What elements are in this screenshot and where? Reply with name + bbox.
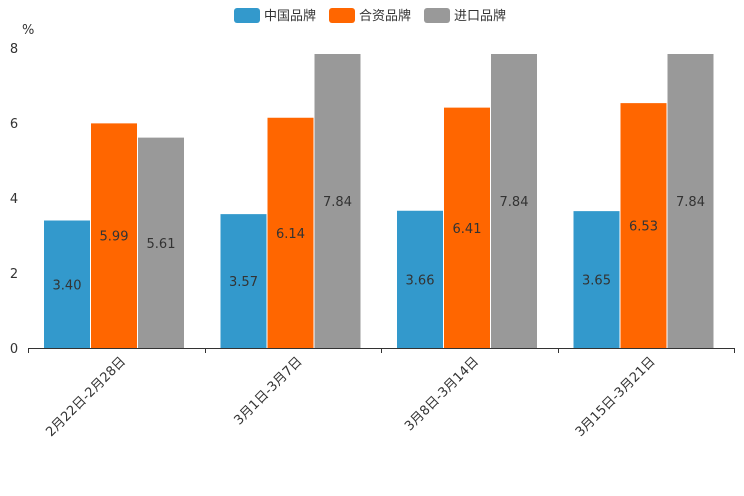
data-label: 3.65 [582,274,611,289]
data-label: 3.66 [406,273,435,288]
legend-swatch [234,8,260,23]
bar-3-1[interactable] [397,210,443,348]
legend-item-1[interactable]: 中国品牌 [234,8,316,24]
bar-1-1[interactable] [44,220,90,349]
data-label: 3.57 [229,275,258,290]
bar-3-2[interactable] [444,107,490,348]
data-label: 6.14 [276,227,305,242]
x-tick-label: 3月15日-3月21日 [573,354,659,440]
data-label: 7.84 [500,195,529,210]
y-tick-label: 4 [10,192,18,207]
y-axis: 0 2 4 6 8 [10,42,18,357]
y-tick-label: 2 [10,267,18,282]
legend-label: 中国品牌 [264,8,316,24]
legend-label: 进口品牌 [454,8,506,24]
bar-3-3[interactable] [491,54,537,348]
bar-1-3[interactable] [138,137,184,348]
data-label: 5.99 [100,230,129,245]
x-tick-label: 2月22日-2月28日 [43,354,129,440]
data-label: 6.41 [453,222,482,237]
bar-1-2[interactable] [91,123,137,348]
y-tick-label: 6 [10,117,18,132]
x-tick-label: 3月1日-3月7日 [231,354,305,428]
bar-4-2[interactable] [620,103,667,348]
bar-2-2[interactable] [267,117,314,348]
y-tick-label: 0 [10,342,18,357]
legend: 中国品牌 合资品牌 进口品牌 [234,8,506,24]
data-label: 7.84 [676,195,705,210]
data-label: 3.40 [53,278,82,293]
bars: 3.40 5.99 5.61 3.57 6.14 7.84 3.66 6.41 7.84 3.65… [44,54,714,348]
bar-2-1[interactable] [220,214,267,348]
x-tick-label: 3月8日-3月14日 [402,354,482,434]
data-label: 7.84 [323,195,352,210]
y-tick-label: 8 [10,42,18,57]
data-label: 6.53 [629,220,658,235]
data-label: 5.61 [147,237,176,252]
bar-4-1[interactable] [573,211,620,348]
legend-item-3[interactable]: 进口品牌 [424,8,506,24]
legend-swatch [424,8,450,23]
x-axis: 2月22日-2月28日 3月1日-3月7日 3月8日-3月14日 3月15日-3月21… [28,348,735,440]
bar-4-3[interactable] [667,54,714,348]
y-unit-label: % [22,23,34,38]
legend-swatch [329,8,355,23]
legend-label: 合资品牌 [359,8,411,24]
bar-2-3[interactable] [314,54,361,348]
legend-item-2[interactable]: 合资品牌 [329,8,411,24]
